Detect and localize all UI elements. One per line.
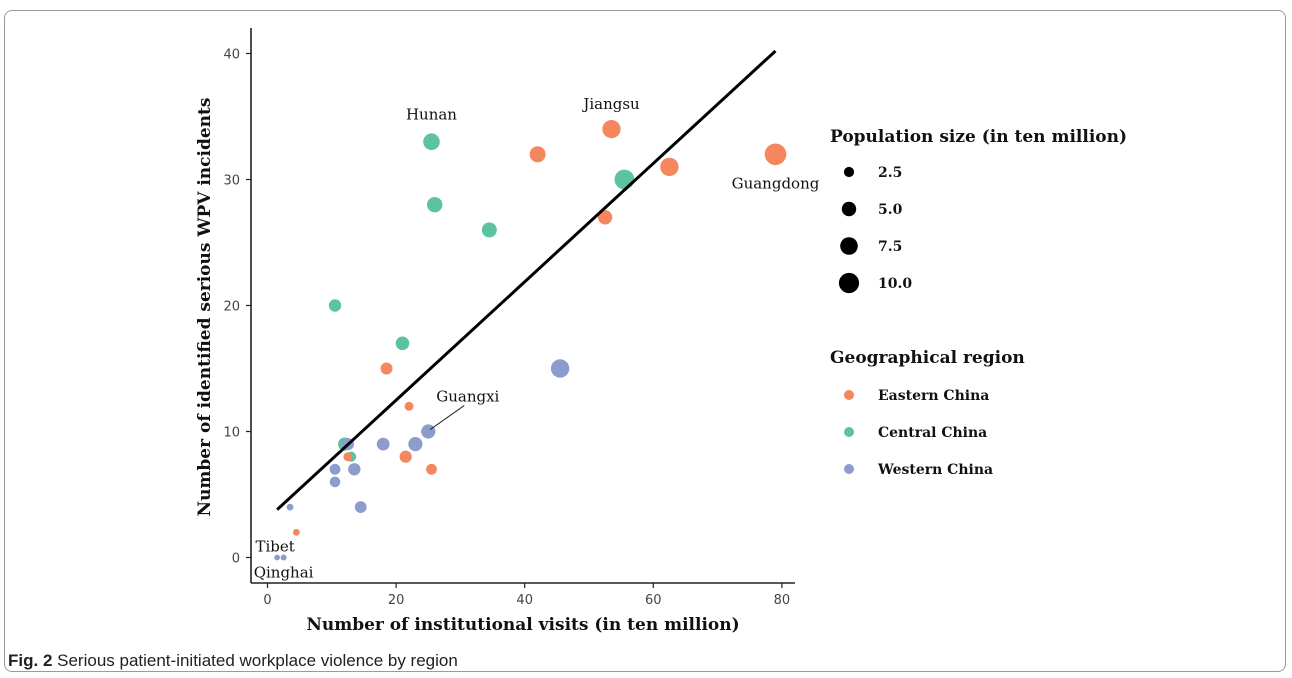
data-point <box>597 210 613 225</box>
x-tick-label: 20 <box>388 593 405 608</box>
data-point <box>481 222 497 238</box>
data-point <box>286 503 294 511</box>
color-legend-title: Geographical region <box>830 348 1025 368</box>
data-point <box>280 554 287 561</box>
data-point <box>408 437 423 452</box>
point-label-guangdong: Guangdong <box>732 174 820 192</box>
guangxi-leader-line <box>429 405 465 430</box>
data-point <box>660 157 679 177</box>
data-point <box>421 424 436 439</box>
data-point <box>380 362 393 375</box>
size-legend-key <box>838 272 860 294</box>
x-tick-label: 0 <box>263 593 271 608</box>
trend-layer <box>276 49 777 511</box>
size-legend-label: 5.0 <box>878 202 903 218</box>
y-tick-label: 40 <box>223 48 240 63</box>
size-legend-title: Population size (in ten million) <box>830 127 1127 147</box>
color-legend-key <box>844 390 854 400</box>
figure-caption-text: Serious patient-initiated workplace viol… <box>52 651 458 670</box>
color-legend-key <box>844 464 854 474</box>
data-point <box>614 169 635 190</box>
y-tick-label: 10 <box>223 426 240 441</box>
size-legend-label: 10.0 <box>878 276 912 292</box>
point-label-qinghai: Qinghai <box>254 564 314 582</box>
figure-frame <box>4 10 1286 672</box>
ticks-layer: 0 20 40 60 80 0 10 20 30 40 <box>223 48 790 609</box>
point-label-tibet: Tibet <box>255 538 294 556</box>
figure-caption: Fig. 2 Serious patient-initiated workpla… <box>8 651 458 671</box>
size-legend: 2.5 5.0 7.5 10.0 <box>838 165 912 294</box>
color-legend-label: Central China <box>878 425 987 441</box>
data-point <box>427 197 443 213</box>
data-point <box>602 120 621 139</box>
size-legend-key <box>840 237 858 255</box>
x-tick-label: 80 <box>774 593 791 608</box>
x-tick-label: 40 <box>516 593 533 608</box>
data-point <box>529 146 546 163</box>
x-axis-title: Number of institutional visits (in ten m… <box>306 615 739 635</box>
trend-line <box>276 49 777 511</box>
size-legend-key <box>843 166 855 178</box>
points-layer <box>274 120 787 561</box>
data-point <box>343 452 353 462</box>
data-point <box>399 450 412 463</box>
x-tick-label: 60 <box>645 593 662 608</box>
y-tick-label: 0 <box>232 552 240 567</box>
data-point <box>274 554 280 561</box>
size-legend-key <box>841 201 857 217</box>
color-legend-key <box>844 427 854 437</box>
scatter-chart: Guangdong Jiangsu Hunan Guangxi Qinghai Tibet… <box>195 28 1127 635</box>
figure-label: Fig. 2 <box>8 651 53 670</box>
data-point <box>764 143 787 166</box>
point-label-jiangsu: Jiangsu <box>581 95 640 113</box>
data-point <box>376 437 390 451</box>
data-point <box>423 133 440 150</box>
y-tick-label: 30 <box>223 174 240 189</box>
data-point <box>329 463 341 475</box>
data-point <box>426 463 437 475</box>
y-axis-title: Number of identified serious WPV inciden… <box>195 98 215 517</box>
data-point <box>328 299 342 312</box>
data-point <box>354 501 367 513</box>
data-point <box>395 336 410 351</box>
data-point <box>404 401 414 411</box>
data-point <box>550 359 570 378</box>
data-point <box>293 528 300 536</box>
data-point <box>329 476 341 488</box>
point-label-hunan: Hunan <box>406 106 457 124</box>
point-label-guangxi: Guangxi <box>436 388 499 406</box>
size-legend-label: 2.5 <box>878 165 902 181</box>
color-legend: Eastern China Central China Western China <box>844 388 993 478</box>
y-tick-label: 20 <box>223 300 240 315</box>
data-point <box>348 463 361 476</box>
size-legend-label: 7.5 <box>878 239 902 255</box>
labels-layer: Guangdong Jiangsu Hunan Guangxi Qinghai Tibet <box>254 95 820 581</box>
color-legend-label: Eastern China <box>878 388 989 404</box>
color-legend-label: Western China <box>877 462 993 478</box>
